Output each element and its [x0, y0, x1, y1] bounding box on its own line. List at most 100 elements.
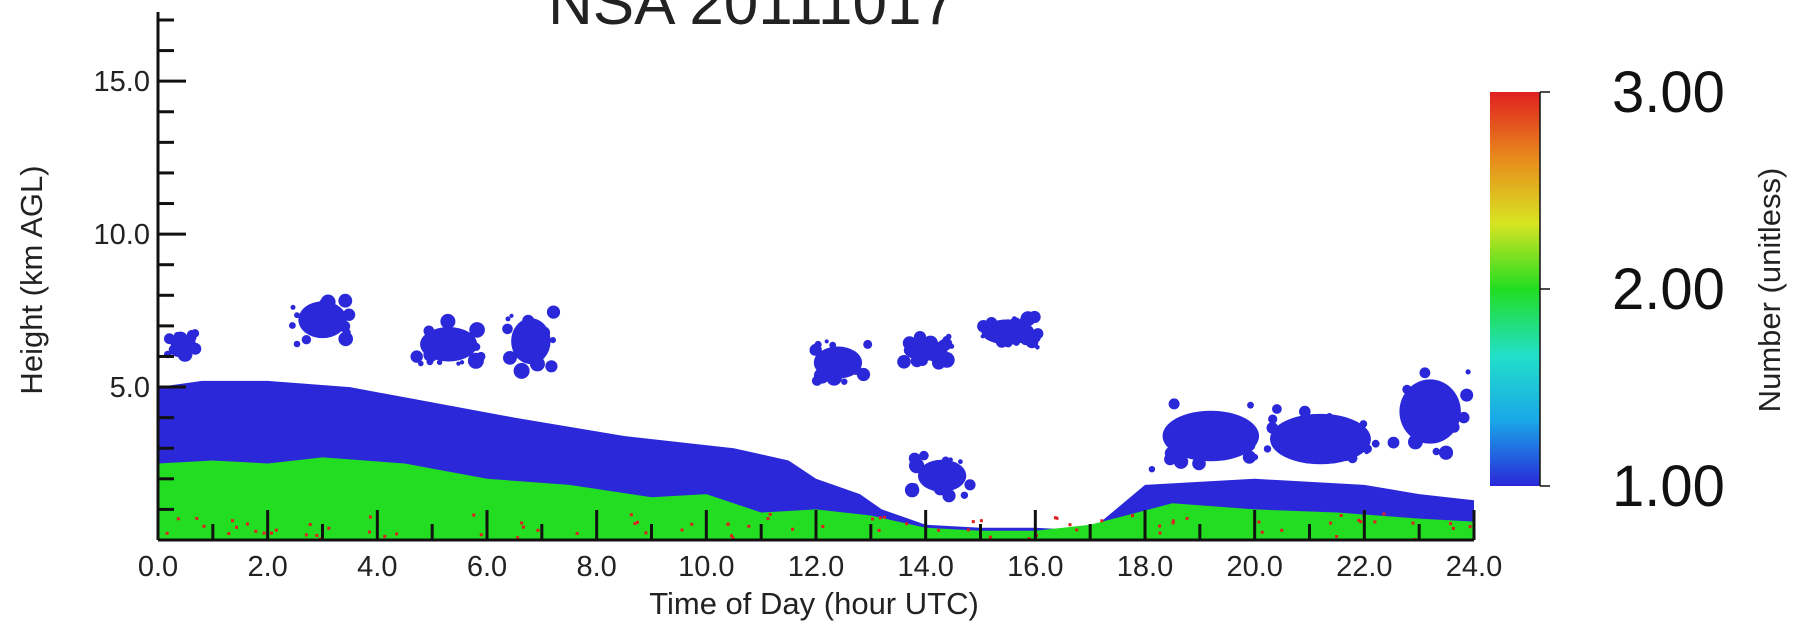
x-tick-label: 12.0 [788, 551, 844, 583]
speckle [262, 531, 266, 535]
speckle [644, 531, 648, 535]
speckle [368, 515, 372, 519]
cloud-fleck [1419, 367, 1431, 379]
speckle [690, 522, 694, 526]
speckle [883, 515, 886, 519]
cloud-fleck [938, 461, 944, 467]
cloud-fleck [290, 304, 296, 310]
colorbar: 1.00 2.00 3.00 [1490, 60, 1725, 519]
speckle [521, 525, 525, 529]
cloud-fleck [916, 454, 922, 460]
cloud-fleck [1460, 388, 1474, 402]
cloud-fleck [985, 317, 998, 329]
colorbar-tick-label: 3.00 [1612, 60, 1725, 125]
cloud-fleck [1242, 427, 1256, 441]
cloud-fleck [1465, 369, 1471, 375]
cloud-fleck [1298, 429, 1304, 436]
speckle [1068, 523, 1072, 527]
cloud-fleck [423, 347, 439, 363]
speckle [1100, 519, 1104, 523]
cloud-fleck [461, 342, 467, 347]
cloud-fleck [841, 360, 852, 370]
speckle [1055, 516, 1059, 520]
y-tick-label: 15.0 [94, 66, 150, 98]
cloud-fleck [1402, 384, 1412, 395]
cloud-fleck [1277, 440, 1289, 452]
cloud-fleck [930, 465, 937, 473]
cloud-fleck [944, 338, 951, 345]
y-axis-title: Height (km AGL) [14, 165, 49, 394]
speckle [877, 528, 881, 532]
cloud-fleck [546, 305, 561, 319]
speckle [629, 513, 633, 517]
cloud-fleck [1173, 454, 1189, 469]
cloud-fleck [1019, 317, 1026, 324]
cloud-fleck [320, 294, 336, 310]
cloud-fleck [294, 312, 300, 319]
cloud-fleck [472, 342, 481, 351]
cloud-fleck [1305, 433, 1311, 439]
x-tick-label: 18.0 [1117, 551, 1173, 583]
speckle [231, 519, 234, 523]
speckle [270, 531, 273, 535]
cloud-fleck [503, 351, 517, 365]
speckle [1357, 518, 1361, 522]
speckle [1185, 516, 1189, 520]
speckle [1053, 516, 1057, 520]
cloud-fleck [476, 351, 486, 361]
cloud-patch-5 [809, 339, 873, 386]
cloud-fleck [342, 308, 356, 321]
speckle [731, 536, 735, 540]
speckle [1339, 514, 1343, 517]
cloud-patch-9 [1148, 398, 1272, 473]
cloud-fleck [1035, 345, 1040, 350]
cloud-fleck [811, 375, 823, 386]
cloud-fleck [1009, 317, 1021, 329]
cloud-fleck [831, 359, 844, 372]
speckle [988, 535, 992, 539]
x-tick-label: 8.0 [577, 551, 617, 583]
speckle [979, 519, 983, 523]
colorbar-title: Number (unitless) [1752, 168, 1787, 413]
cloud-fleck [305, 307, 320, 322]
cloud-patch-6 [897, 331, 955, 370]
speckle [575, 532, 579, 535]
cloud-fleck [1263, 445, 1272, 453]
cloud-fleck [1448, 421, 1460, 433]
cloud-fleck [526, 339, 537, 350]
cloud-fleck [317, 313, 330, 327]
cloud-fleck [902, 336, 917, 350]
cloud-fleck [453, 351, 462, 359]
speckle [1158, 531, 1162, 535]
cloud-fleck [1148, 466, 1156, 473]
cloud-fleck [958, 459, 963, 465]
speckle [202, 524, 206, 528]
speckle [1335, 535, 1339, 538]
cloud-fleck [1432, 447, 1441, 456]
speckle [235, 525, 238, 529]
speckle [871, 517, 874, 521]
cloud-fleck [897, 355, 911, 369]
cloud-fleck [1214, 429, 1223, 438]
speckle [327, 526, 331, 530]
cloud-fleck [1268, 414, 1278, 424]
speckle [195, 516, 199, 520]
x-axis-title: Time of Day (hour UTC) [649, 586, 979, 621]
x-tick-label: 10.0 [678, 551, 734, 583]
cloud-fleck [164, 333, 175, 345]
speckle [472, 513, 476, 517]
cloud-fleck [437, 327, 446, 337]
cloud-fleck [293, 340, 301, 348]
speckle [520, 521, 524, 525]
cloud-fleck [1251, 453, 1259, 461]
cloud-patch-core [1270, 413, 1371, 465]
speckle [176, 517, 180, 521]
cloud-fleck [303, 319, 312, 329]
speckle [1329, 521, 1333, 525]
speckle [1449, 522, 1452, 526]
x-tick-label: 24.0 [1446, 551, 1502, 583]
speckle [1382, 512, 1386, 516]
x-tick-label: 2.0 [248, 551, 288, 583]
speckle [726, 522, 730, 526]
